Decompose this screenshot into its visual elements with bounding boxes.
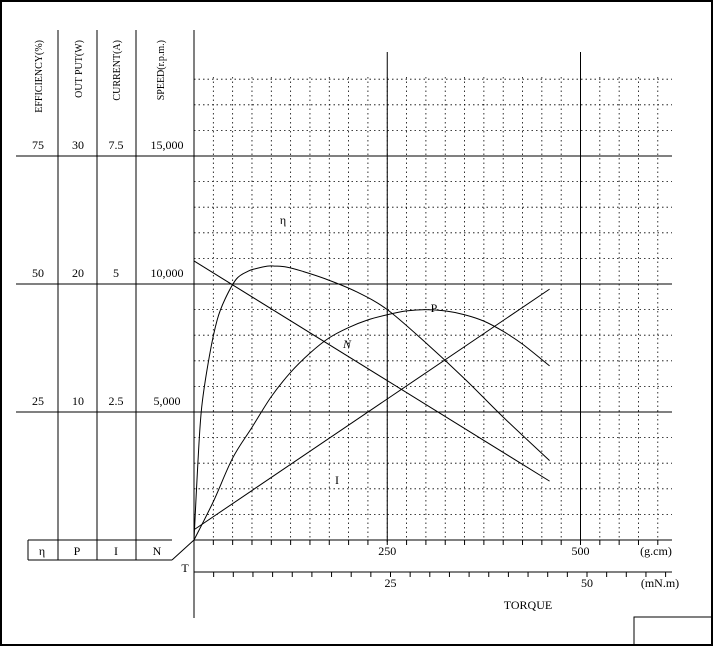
- series-line-output: [193, 309, 550, 541]
- y-axis-title-speed: SPEED(r.p.m.): [156, 40, 167, 100]
- symbol-row-diagonal: [171, 539, 195, 561]
- x-unit-mnm: (mN.m): [641, 576, 679, 590]
- series-label-speed: N: [342, 337, 352, 351]
- y-axis-title-current: CURRENT(A): [112, 40, 123, 101]
- y-tick-label-speed: 15,000: [151, 138, 184, 152]
- x-tick-label-mnm: 50: [581, 576, 593, 590]
- y-tick-label-efficiency: 75: [32, 138, 44, 152]
- series-label-current: I: [335, 473, 339, 487]
- x-tick-label-gcm: 250: [378, 544, 396, 558]
- series-label-efficiency: η: [280, 213, 286, 227]
- symbol-label-current: I: [114, 544, 118, 558]
- series-line-efficiency: [193, 265, 550, 541]
- y-tick-label-current: 2.5: [109, 394, 124, 408]
- y-tick-label-efficiency: 50: [32, 266, 44, 280]
- y-tick-label-speed: 5,000: [154, 394, 181, 408]
- y-tick-label-current: 5: [113, 266, 119, 280]
- series-label-output: P: [431, 301, 438, 315]
- y-tick-label-output: 30: [72, 138, 84, 152]
- y-tick-label-output: 10: [72, 394, 84, 408]
- x-axis-title: TORQUE: [504, 598, 552, 612]
- y-axis-title-output: OUT PUT(W): [74, 40, 85, 98]
- x-tick-label-gcm: 500: [572, 544, 590, 558]
- x-unit-gcm: (g.cm): [640, 544, 672, 558]
- series-line-current: [193, 288, 550, 531]
- y-tick-label-current: 7.5: [109, 138, 124, 152]
- y-axis-title-efficiency: EFFICIENCY(%): [34, 40, 45, 113]
- corner-box: [633, 616, 713, 646]
- symbol-label-efficiency: η: [39, 544, 45, 558]
- symbol-label-speed: N: [153, 544, 162, 558]
- x-tick-label-mnm: 25: [385, 576, 397, 590]
- curves: [193, 260, 550, 541]
- y-tick-label-speed: 10,000: [151, 266, 184, 280]
- axes: [16, 30, 672, 618]
- y-tick-label-efficiency: 25: [32, 394, 44, 408]
- labels: EFFICIENCY(%) OUT PUT(W) CURRENT(A) SPEED(r…: [32, 40, 679, 612]
- series-line-speed: [193, 260, 550, 482]
- origin-label: T: [181, 561, 189, 575]
- y-tick-label-output: 20: [72, 266, 84, 280]
- symbol-label-output: P: [74, 544, 81, 558]
